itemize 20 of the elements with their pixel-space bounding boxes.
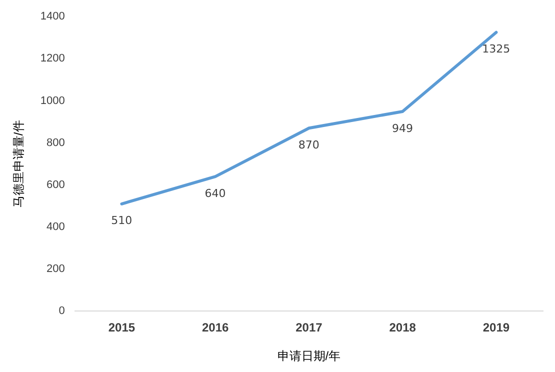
y-tick-label: 1200	[40, 52, 65, 65]
x-tick-label: 2016	[202, 320, 229, 335]
y-axis-title: 马德里申请量/件	[12, 120, 26, 208]
y-tick-label: 600	[46, 178, 65, 191]
data-label: 510	[111, 214, 132, 228]
x-tick-label: 2019	[482, 320, 510, 335]
x-tick-label: 2017	[296, 320, 323, 335]
x-tick-label: 2015	[108, 320, 136, 335]
data-label: 640	[204, 186, 226, 200]
y-tick-label: 200	[46, 263, 65, 276]
y-tick-label: 1400	[40, 10, 65, 23]
y-tick-label: 1000	[40, 94, 65, 107]
data-label: 949	[392, 122, 414, 135]
x-axis-title: 申请日期/年	[277, 349, 341, 364]
y-tick-label: 0	[58, 305, 65, 318]
y-tick-label: 800	[46, 136, 65, 149]
data-label: 870	[298, 138, 320, 152]
data-label: 1325	[482, 42, 510, 56]
x-tick-label: 2018	[389, 320, 416, 335]
y-tick-label: 400	[46, 221, 65, 234]
